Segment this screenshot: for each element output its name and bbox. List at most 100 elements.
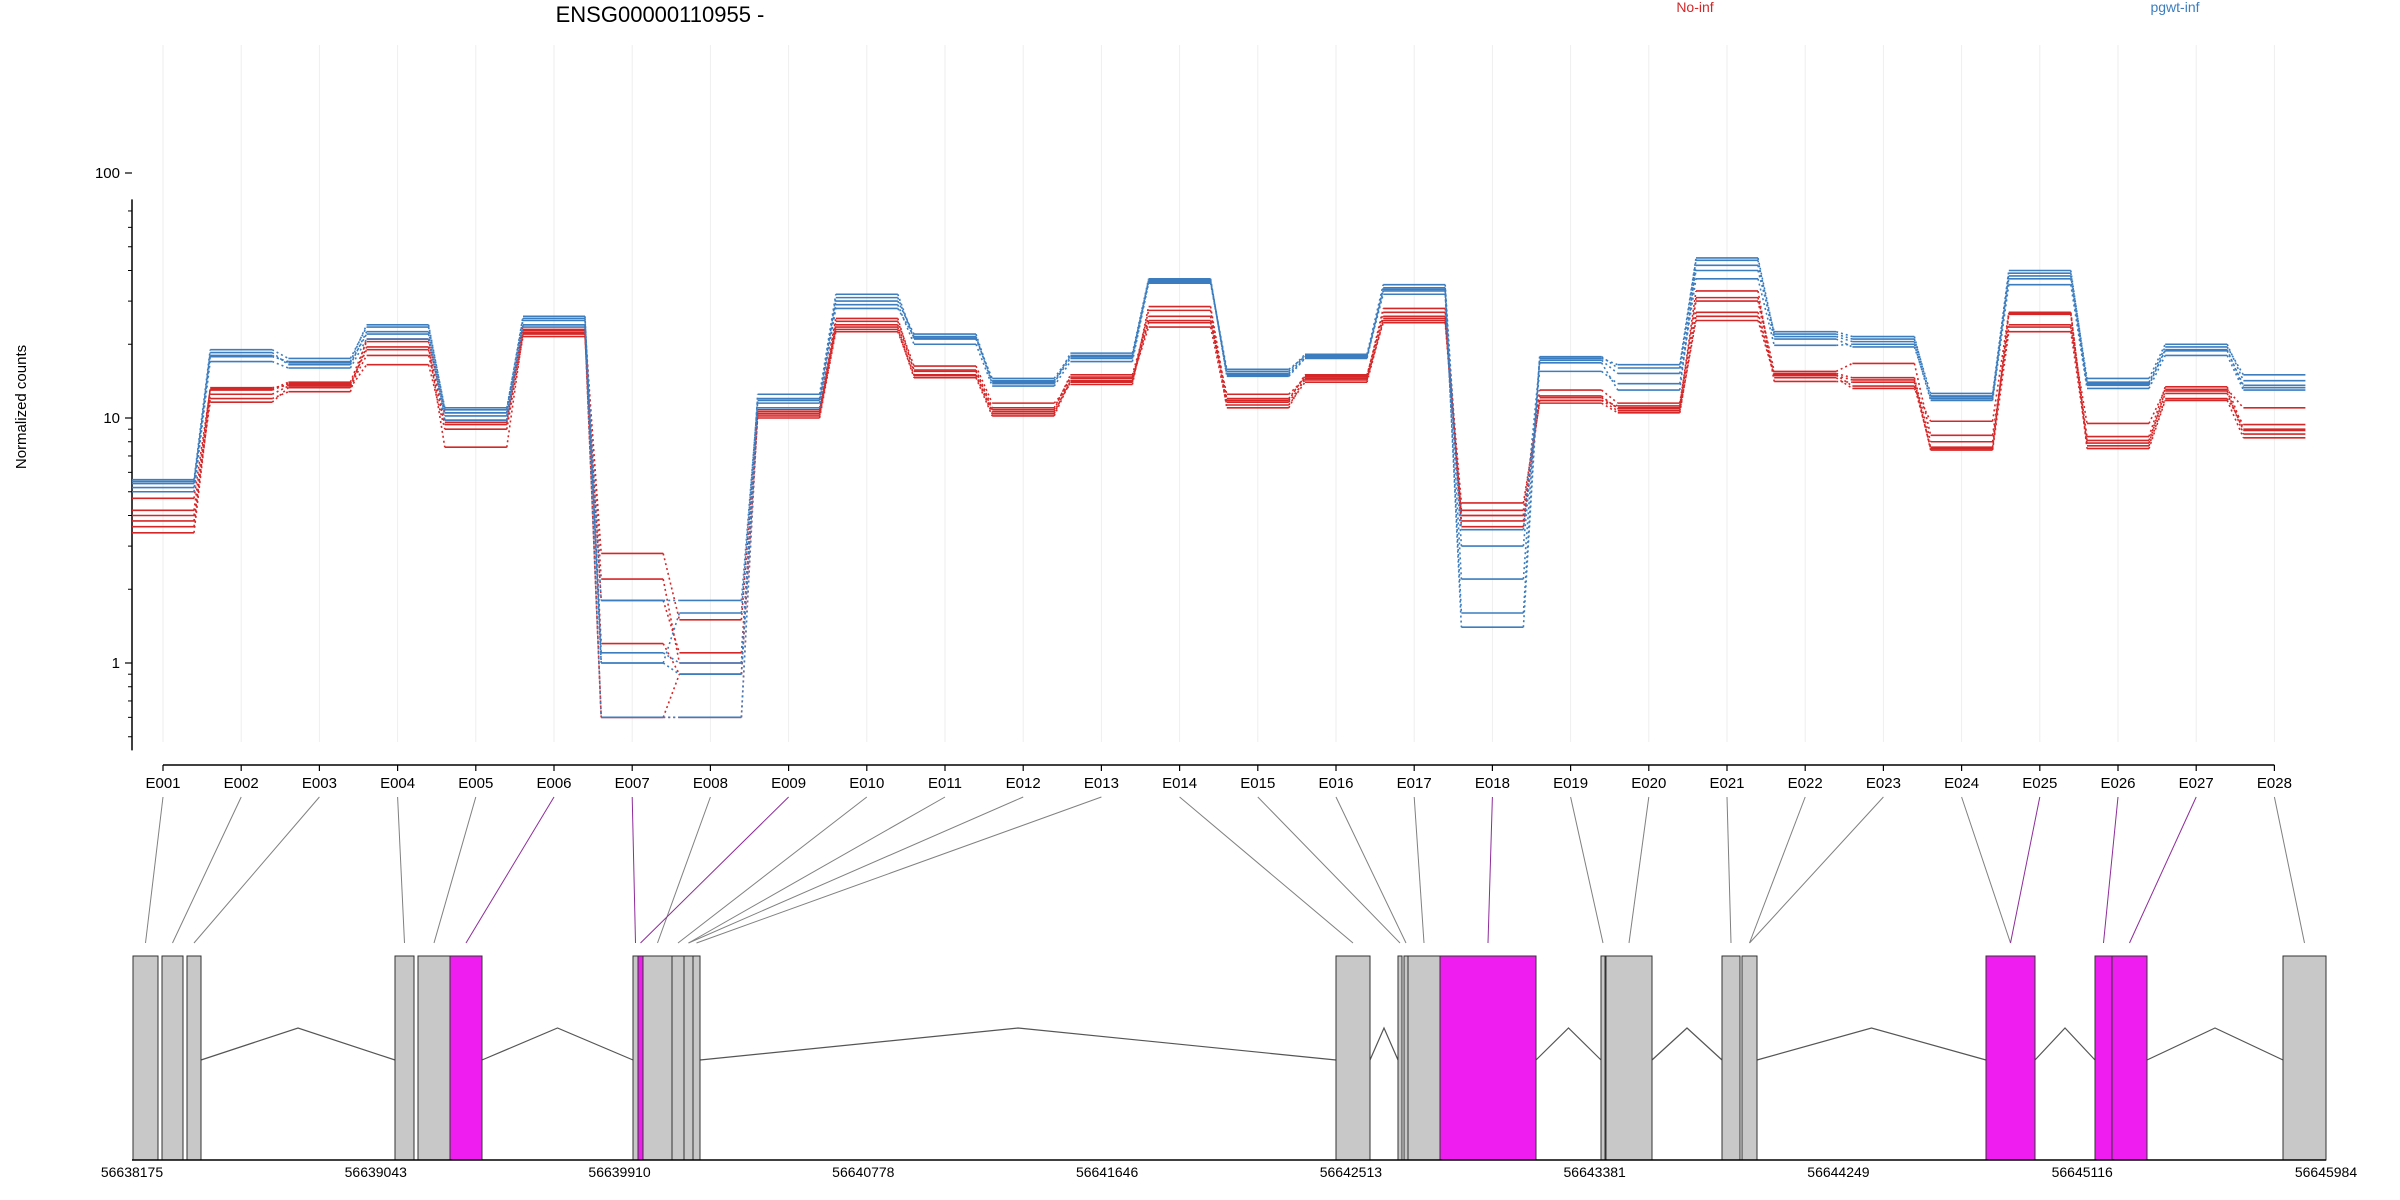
y-axis-label: Normalized counts (13, 345, 30, 469)
connector-segment (1444, 294, 1463, 614)
connector-segment (1757, 290, 1775, 382)
x-tick-label-E025: E025 (2022, 775, 2057, 792)
genomic-coordinate-label: 56644249 (1807, 1164, 1870, 1180)
exon-link-E012 (688, 796, 1024, 944)
connector-segment (1757, 312, 1775, 374)
connector-segment (2226, 355, 2245, 391)
exon-link-E021 (1726, 796, 1732, 944)
connector-segment (1679, 260, 1697, 369)
connector-segment (2226, 388, 2245, 409)
exon-block (632, 955, 639, 1161)
exon-link-E008 (657, 796, 711, 944)
connector-segment (1366, 320, 1384, 383)
intron-line (699, 1027, 1337, 1061)
intron-line (1369, 1026, 1399, 1061)
connector-segment (271, 387, 289, 403)
connector-segment (2148, 393, 2166, 441)
connector-segment (427, 338, 446, 421)
connector-segment (1835, 372, 1853, 379)
exon-link-E015 (1257, 796, 1401, 944)
connector-segment (897, 304, 915, 345)
connector-segment (1209, 306, 1228, 401)
connector-segment (1288, 376, 1306, 409)
x-axis: E001 E002 E003 E004 E005 E006 E007 E008 E009 E010… (145, 764, 2292, 792)
connector-segment (1444, 290, 1463, 628)
exon-block (1403, 955, 1409, 1161)
connector-segment (2148, 400, 2166, 449)
connector-segment (1366, 289, 1384, 359)
exon-link-E027 (2129, 796, 2197, 944)
connector-segment (1288, 379, 1306, 403)
connector-segment (1991, 312, 2010, 422)
connector-segment (1366, 284, 1384, 355)
connector-segment (1836, 380, 1853, 383)
connector-segment (2148, 386, 2166, 437)
series-pgwt-inf-9 (132, 277, 2306, 719)
chart-title: ENSG00000110955 - (556, 2, 765, 27)
exon-block (2282, 955, 2327, 1161)
series-No-inf-2 (132, 313, 2306, 676)
x-tick-label-E007: E007 (615, 775, 650, 792)
x-tick-label-E003: E003 (302, 775, 337, 792)
intron-line (1535, 1027, 1602, 1061)
exon-block (671, 955, 685, 1161)
legend-entry-pgwt-inf: pgwt-inf (2150, 0, 2199, 15)
exon-block-highlighted (2094, 955, 2113, 1161)
exon-block (1407, 955, 1441, 1161)
connector-segment (818, 304, 837, 408)
connector-segment (1053, 374, 1072, 411)
exon-link-E028 (2273, 796, 2305, 944)
exon-link-E004 (397, 796, 405, 944)
legend-entry-no-inf: No-inf (1676, 0, 1713, 15)
genomic-coordinate-label: 56639043 (345, 1164, 408, 1180)
connector-segment (1835, 374, 1853, 381)
connector-segment (1913, 377, 1932, 442)
connector-segment (1366, 316, 1384, 376)
connector-segment (1131, 306, 1150, 385)
connector-segment (2148, 390, 2166, 444)
connector-segment (1835, 374, 1853, 387)
connector-segment (1444, 316, 1463, 516)
connector-segment (1913, 336, 1932, 399)
connector-segment (975, 365, 993, 404)
connector-segment (349, 338, 368, 369)
connector-segment (271, 349, 289, 360)
x-tick-label-E004: E004 (380, 775, 415, 792)
exon-block (1605, 955, 1653, 1161)
connector-segment (193, 387, 211, 527)
exon-block (1600, 955, 1606, 1161)
connector-segment (2148, 346, 2166, 383)
connector-segment (2148, 350, 2166, 385)
connector-segment (349, 333, 368, 364)
connector-segment (506, 332, 524, 448)
exon-block-highlighted (1985, 955, 2036, 1161)
connector-segment (662, 643, 681, 675)
connector-segment (1131, 310, 1150, 383)
x-tick-label-E016: E016 (1318, 775, 1353, 792)
exon-link-E025 (2010, 796, 2041, 944)
exon-block (642, 955, 673, 1161)
connector-segment (1053, 383, 1072, 404)
series-pgwt-inf-6 (132, 257, 2306, 676)
x-tick-label-E017: E017 (1397, 775, 1432, 792)
connector-segment (1679, 265, 1697, 391)
connector-segment (1601, 359, 1619, 375)
x-tick-label-E013: E013 (1084, 775, 1119, 792)
x-tick-label-E012: E012 (1006, 775, 1041, 792)
connector-segment (740, 400, 759, 614)
connector-segment (1835, 333, 1853, 340)
connector-segment (2070, 314, 2088, 441)
connector-segment (2226, 350, 2245, 386)
connector-segment (1913, 346, 1932, 397)
x-tick-label-E028: E028 (2257, 775, 2292, 792)
exon-block-highlighted (449, 955, 483, 1161)
connector-segment (1053, 356, 1072, 382)
connector-segment (1209, 278, 1228, 377)
x-tick-label-E019: E019 (1553, 775, 1588, 792)
connector-segment (1522, 360, 1541, 580)
x-tick-label-E001: E001 (145, 775, 180, 792)
connector-segment (975, 374, 993, 413)
exon-block (1335, 955, 1371, 1161)
connector-segment (2226, 343, 2245, 382)
connector-segment (1209, 326, 1228, 406)
